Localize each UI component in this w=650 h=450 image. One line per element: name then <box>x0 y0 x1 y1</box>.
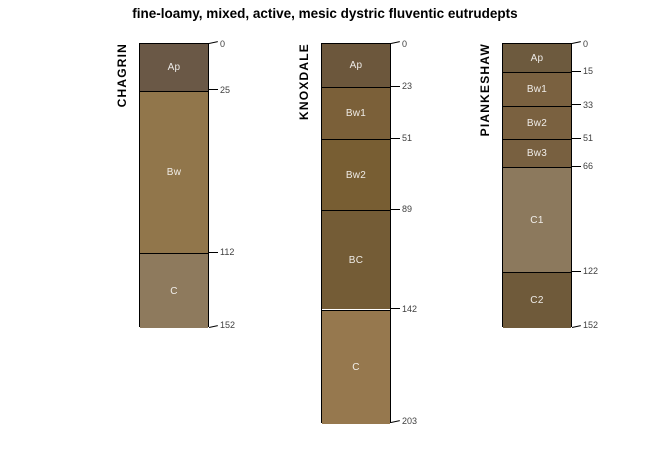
horizon-chagrin-bw: Bw <box>140 90 208 254</box>
depth-tick <box>209 89 218 91</box>
depth-tick <box>571 324 581 328</box>
horizon-piankeshaw-bw1: Bw1 <box>503 72 571 106</box>
depth-tick <box>391 208 400 210</box>
profile-id-knoxdale: KNOXDALE <box>297 43 311 120</box>
horizon-knoxdale-ap: Ap <box>322 44 390 87</box>
depth-tick-label: 23 <box>402 81 413 91</box>
depth-tick-label: 152 <box>583 320 599 331</box>
profile-column-knoxdale: Ap Bw1 Bw2 BC C <box>321 43 391 424</box>
horizon-piankeshaw-bw3: Bw3 <box>503 139 571 168</box>
horizon-label: C1 <box>530 214 544 226</box>
depth-tick-label: 122 <box>583 266 599 277</box>
depth-tick-label: 142 <box>402 303 418 314</box>
depth-tick-label: 0 <box>583 39 589 49</box>
horizon-label: Bw2 <box>526 117 548 129</box>
horizon-chagrin-ap: Ap <box>140 44 208 91</box>
depth-tick <box>391 308 400 309</box>
depth-tick-label: 51 <box>583 133 594 144</box>
horizon-chagrin-c: C <box>140 253 208 329</box>
horizon-label: Bw2 <box>345 169 367 181</box>
depth-tick <box>391 85 400 87</box>
depth-tick <box>572 137 581 139</box>
depth-tick-label: 112 <box>220 247 235 258</box>
horizon-label: C <box>170 285 178 297</box>
horizon-label: Ap <box>530 52 544 64</box>
horizon-label: BC <box>348 254 364 266</box>
profile-column-chagrin: Ap Bw C <box>139 43 209 329</box>
depth-tick-label: 203 <box>402 415 418 426</box>
horizon-label: Bw1 <box>526 83 548 95</box>
horizon-label: Ap <box>167 61 181 73</box>
horizon-label: Bw <box>166 167 182 179</box>
horizon-piankeshaw-c1: C1 <box>503 167 571 273</box>
depth-tick <box>390 40 400 44</box>
horizon-piankeshaw-c2: C2 <box>503 272 571 329</box>
depth-tick-label: 33 <box>583 99 594 110</box>
horizon-knoxdale-c: C <box>322 309 390 424</box>
depth-tick <box>572 70 581 72</box>
depth-tick-label: 89 <box>402 204 413 215</box>
depth-tick <box>209 251 218 253</box>
depth-tick <box>572 165 581 167</box>
horizon-label: Bw3 <box>526 148 548 160</box>
depth-tick-label: 25 <box>220 84 231 95</box>
horizon-label: Bw1 <box>345 108 367 120</box>
horizon-label: C2 <box>530 295 544 307</box>
depth-tick <box>391 137 400 139</box>
horizon-piankeshaw-ap: Ap <box>503 44 571 73</box>
horizon-label: Ap <box>349 60 363 71</box>
depth-tick <box>571 40 581 44</box>
profile-id-chagrin: CHAGRIN <box>115 43 129 108</box>
depth-tick-label: 15 <box>583 66 594 76</box>
horizon-knoxdale-bw2: Bw2 <box>322 139 390 211</box>
depth-tick <box>572 104 581 106</box>
depth-tick <box>572 270 581 272</box>
horizon-knoxdale-bc: BC <box>322 210 390 310</box>
depth-tick-label: 51 <box>402 133 413 144</box>
profile-id-piankeshaw: PIANKESHAW <box>478 43 492 137</box>
horizon-knoxdale-bw1: Bw1 <box>322 87 390 140</box>
figure-title: fine-loamy, mixed, active, mesic dystric… <box>132 6 518 21</box>
horizon-piankeshaw-bw2: Bw2 <box>503 105 571 140</box>
depth-tick <box>208 40 218 44</box>
depth-tick-label: 0 <box>220 39 226 49</box>
depth-tick <box>208 324 218 328</box>
depth-tick-label: 66 <box>583 161 594 172</box>
depth-tick-label: 0 <box>402 39 408 49</box>
depth-tick-label: 152 <box>220 320 236 331</box>
depth-tick <box>390 420 400 424</box>
profile-column-piankeshaw: Ap Bw1 Bw2 Bw3 C1 C2 <box>502 43 572 329</box>
horizon-label: C <box>352 361 360 373</box>
